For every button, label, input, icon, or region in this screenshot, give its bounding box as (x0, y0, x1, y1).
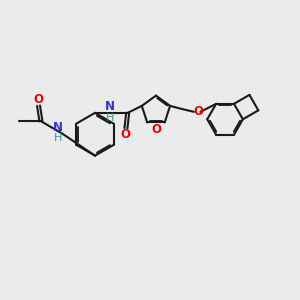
Text: H: H (54, 134, 62, 143)
Text: H: H (106, 112, 114, 123)
Text: N: N (53, 121, 63, 134)
Text: O: O (33, 93, 43, 106)
Text: O: O (193, 105, 203, 118)
Text: N: N (105, 100, 115, 113)
Text: O: O (152, 122, 162, 136)
Text: O: O (121, 128, 130, 141)
